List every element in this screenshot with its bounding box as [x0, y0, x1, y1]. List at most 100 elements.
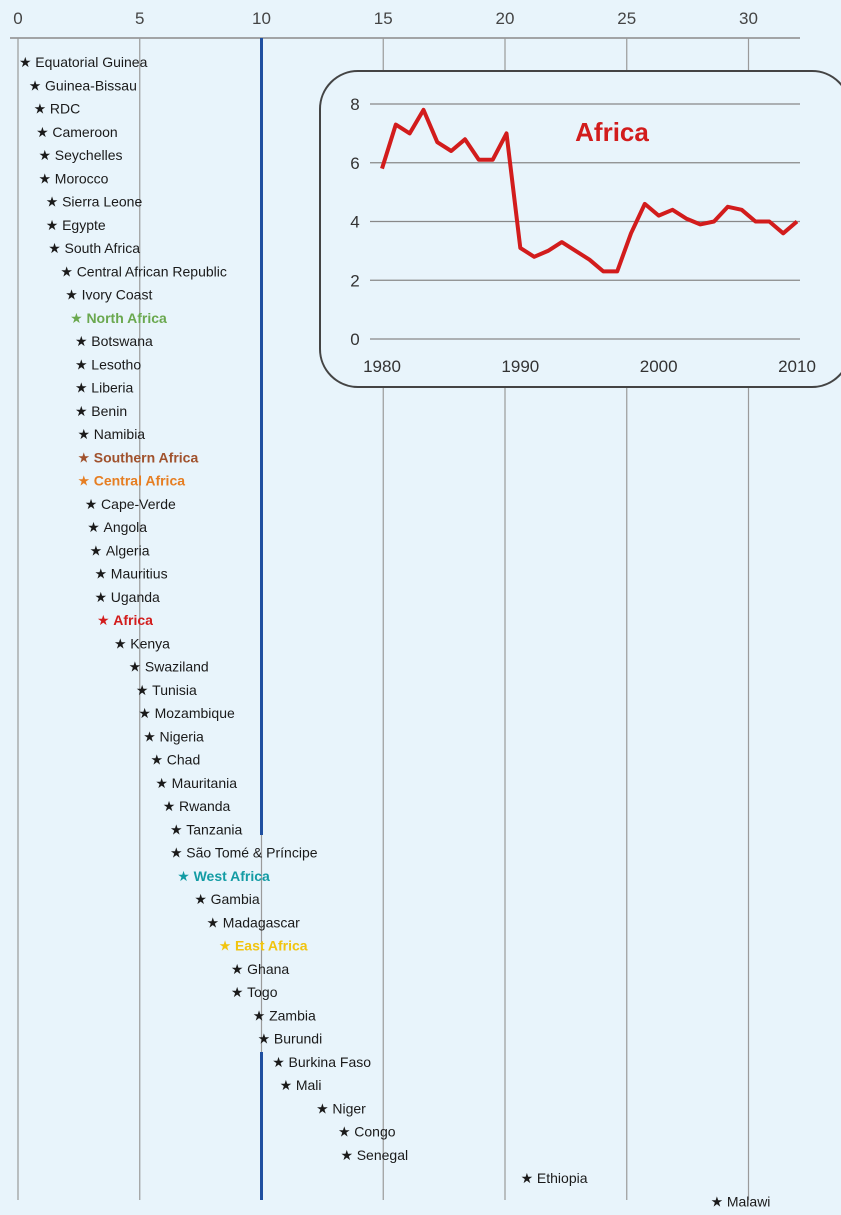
point-burkina-faso: ★ Burkina Faso — [272, 1054, 371, 1070]
point-label: Lesotho — [91, 356, 141, 372]
star-marker: ★ — [129, 659, 142, 675]
point-mozambique: ★ Mozambique — [138, 705, 235, 721]
point-liberia: ★ Liberia — [75, 380, 134, 396]
point-label: RDC — [50, 101, 80, 117]
point-label: Ivory Coast — [82, 287, 153, 303]
star-marker: ★ — [253, 1007, 266, 1023]
point-congo: ★ Congo — [338, 1124, 396, 1140]
point-ghana: ★ Ghana — [231, 961, 290, 977]
point-burundi: ★ Burundi — [258, 1031, 323, 1047]
point-label: Burkina Faso — [289, 1054, 372, 1070]
x-tick-label: 5 — [135, 9, 144, 28]
point-tanzania: ★ Tanzania — [170, 821, 243, 837]
point-togo: ★ Togo — [231, 984, 278, 1000]
star-marker: ★ — [48, 240, 61, 256]
star-marker: ★ — [46, 194, 59, 210]
x-tick-label: 25 — [617, 9, 636, 28]
inset-x-tick-label: 2010 — [778, 357, 816, 376]
star-marker: ★ — [170, 821, 183, 837]
point-label: São Tomé & Príncipe — [186, 845, 317, 861]
star-marker: ★ — [60, 263, 73, 279]
star-marker: ★ — [340, 1147, 353, 1163]
star-marker: ★ — [29, 77, 42, 93]
point-benin: ★ Benin — [75, 403, 127, 419]
point-label: Nigeria — [159, 728, 204, 744]
point-label: Mauritania — [172, 775, 238, 791]
point-label: Namibia — [94, 426, 146, 442]
point-label: Chad — [167, 752, 200, 768]
x-tick-label: 20 — [496, 9, 515, 28]
point-label: Egypte — [62, 217, 106, 233]
inset-x-tick-label: 2000 — [640, 357, 678, 376]
star-marker: ★ — [207, 914, 220, 930]
star-marker: ★ — [97, 612, 110, 628]
point-equatorial-guinea: ★ Equatorial Guinea — [19, 54, 148, 70]
point-label: Cape-Verde — [101, 496, 176, 512]
star-marker: ★ — [75, 380, 88, 396]
star-marker: ★ — [280, 1077, 293, 1093]
star-marker: ★ — [75, 333, 88, 349]
point-label: Mozambique — [155, 705, 235, 721]
x-tick-label: 15 — [374, 9, 393, 28]
star-marker: ★ — [36, 124, 49, 140]
star-marker: ★ — [194, 891, 207, 907]
star-marker: ★ — [95, 589, 108, 605]
point-label: Mauritius — [111, 566, 168, 582]
x-tick-label: 30 — [739, 9, 758, 28]
point-rwanda: ★ Rwanda — [163, 798, 231, 814]
point-label: Seychelles — [55, 147, 123, 163]
point-niger: ★ Niger — [316, 1100, 366, 1116]
point-label: Mali — [296, 1077, 322, 1093]
star-marker: ★ — [85, 496, 98, 512]
point-label: Algeria — [106, 542, 150, 558]
star-marker: ★ — [316, 1100, 329, 1116]
point-label: Rwanda — [179, 798, 231, 814]
point-label: Morocco — [55, 170, 109, 186]
point-central-african-republic: ★ Central African Republic — [60, 263, 226, 279]
point-uganda: ★ Uganda — [95, 589, 161, 605]
inset-y-tick-label: 8 — [350, 95, 359, 114]
point-ivory-coast: ★ Ivory Coast — [65, 287, 152, 303]
africa-series-line — [380, 107, 799, 274]
point-malawi: ★ Malawi — [711, 1193, 771, 1209]
star-marker: ★ — [77, 426, 90, 442]
star-marker: ★ — [338, 1124, 351, 1140]
star-marker: ★ — [39, 170, 52, 186]
point-label: Ghana — [247, 961, 289, 977]
star-marker: ★ — [151, 752, 164, 768]
point-south-africa: ★ South Africa — [48, 240, 140, 256]
point-label: Gambia — [211, 891, 260, 907]
point-label: Benin — [91, 403, 127, 419]
point-lesotho: ★ Lesotho — [75, 356, 141, 372]
inset-y-tick-label: 2 — [350, 271, 359, 290]
point-sao-tome-principe: ★ São Tomé & Príncipe — [170, 845, 318, 861]
point-label: Central Africa — [94, 473, 186, 489]
star-marker: ★ — [65, 287, 78, 303]
point-namibia: ★ Namibia — [77, 426, 145, 442]
point-angola: ★ Angola — [87, 519, 147, 535]
point-label: West Africa — [194, 868, 270, 884]
star-marker: ★ — [136, 682, 149, 698]
point-swaziland: ★ Swaziland — [129, 659, 209, 675]
point-label: Botswana — [91, 333, 153, 349]
point-label: Angola — [103, 519, 147, 535]
star-marker: ★ — [143, 728, 156, 744]
point-label: Southern Africa — [94, 449, 199, 465]
point-sierra-leone: ★ Sierra Leone — [46, 194, 143, 210]
star-marker: ★ — [521, 1170, 534, 1186]
point-label: Sierra Leone — [62, 194, 142, 210]
point-label: South Africa — [65, 240, 141, 256]
star-marker: ★ — [272, 1054, 285, 1070]
star-marker: ★ — [34, 101, 47, 117]
point-rdc: ★ RDC — [34, 101, 81, 117]
point-label: North Africa — [86, 310, 167, 326]
point-label: Zambia — [269, 1007, 316, 1023]
x-tick-label: 10 — [252, 9, 271, 28]
point-mali: ★ Mali — [280, 1077, 322, 1093]
point-seychelles: ★ Seychelles — [39, 147, 123, 163]
point-morocco: ★ Morocco — [39, 170, 109, 186]
inset-y-tick-label: 6 — [350, 154, 359, 173]
point-mauritius: ★ Mauritius — [95, 566, 168, 582]
